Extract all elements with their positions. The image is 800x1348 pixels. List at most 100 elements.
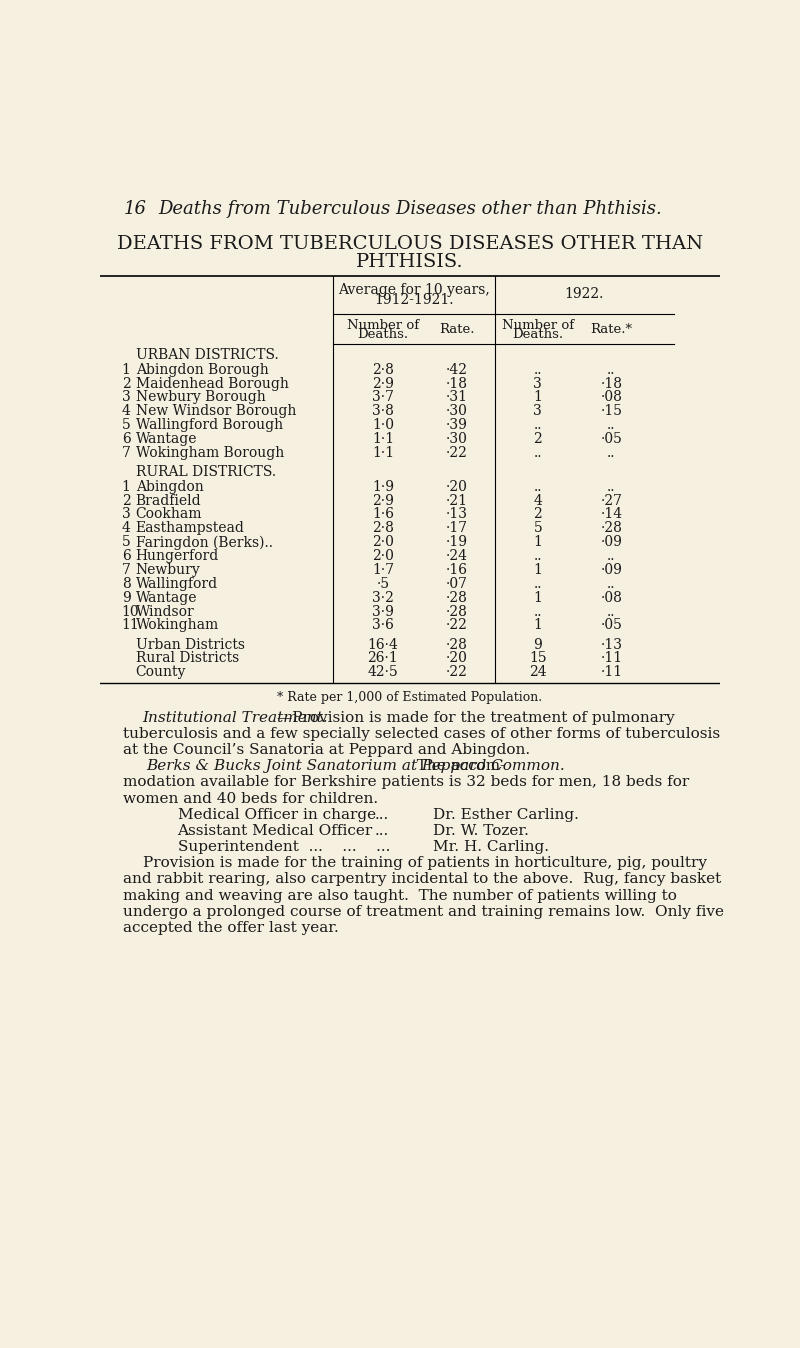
Text: ·15: ·15 — [601, 404, 622, 418]
Text: Average for 10 years,: Average for 10 years, — [338, 283, 490, 297]
Text: ·19: ·19 — [446, 535, 467, 549]
Text: ..: .. — [607, 418, 616, 433]
Text: Deaths from Tuberculous Diseases other than Phthisis.: Deaths from Tuberculous Diseases other t… — [158, 201, 662, 218]
Text: 1: 1 — [534, 619, 542, 632]
Text: ·09: ·09 — [601, 535, 622, 549]
Text: ·30: ·30 — [446, 431, 467, 446]
Text: 2·0: 2·0 — [372, 549, 394, 563]
Text: 24: 24 — [529, 666, 546, 679]
Text: The accom-: The accom- — [407, 759, 505, 774]
Text: ·28: ·28 — [601, 522, 622, 535]
Text: 1912-1921.: 1912-1921. — [374, 293, 454, 306]
Text: 4: 4 — [122, 404, 130, 418]
Text: ·27: ·27 — [601, 493, 622, 508]
Text: ..: .. — [534, 446, 542, 460]
Text: 2·8: 2·8 — [372, 363, 394, 376]
Text: 6: 6 — [122, 431, 130, 446]
Text: ·14: ·14 — [601, 507, 622, 522]
Text: 8: 8 — [122, 577, 130, 590]
Text: ·13: ·13 — [601, 638, 622, 651]
Text: Cookham: Cookham — [136, 507, 202, 522]
Text: * Rate per 1,000 of Estimated Population.: * Rate per 1,000 of Estimated Population… — [278, 690, 542, 704]
Text: 3·7: 3·7 — [372, 391, 394, 404]
Text: 9: 9 — [534, 638, 542, 651]
Text: and rabbit rearing, also carpentry incidental to the above.  Rug, fancy basket: and rabbit rearing, also carpentry incid… — [123, 872, 722, 887]
Text: 2: 2 — [122, 376, 130, 391]
Text: Mr. H. Carling.: Mr. H. Carling. — [434, 840, 550, 855]
Text: —Provision is made for the treatment of pulmonary: —Provision is made for the treatment of … — [278, 710, 675, 725]
Text: 1922.: 1922. — [565, 287, 604, 301]
Text: 1: 1 — [122, 480, 130, 493]
Text: 3·9: 3·9 — [372, 604, 394, 619]
Text: 15: 15 — [529, 651, 546, 666]
Text: ..: .. — [534, 604, 542, 619]
Text: 2·8: 2·8 — [372, 522, 394, 535]
Text: Abingdon Borough: Abingdon Borough — [136, 363, 268, 376]
Text: at the Council’s Sanatoria at Peppard and Abingdon.: at the Council’s Sanatoria at Peppard an… — [123, 743, 530, 758]
Text: ·08: ·08 — [601, 391, 622, 404]
Text: 3: 3 — [534, 404, 542, 418]
Text: tuberculosis and a few specially selected cases of other forms of tuberculosis: tuberculosis and a few specially selecte… — [123, 727, 720, 741]
Text: Number of: Number of — [502, 319, 574, 332]
Text: ·05: ·05 — [601, 619, 622, 632]
Text: Institutional Treatment.: Institutional Treatment. — [142, 710, 328, 725]
Text: 5: 5 — [122, 418, 130, 433]
Text: Abingdon: Abingdon — [136, 480, 203, 493]
Text: 16·4: 16·4 — [367, 638, 398, 651]
Text: 5: 5 — [534, 522, 542, 535]
Text: Wallingford Borough: Wallingford Borough — [136, 418, 282, 433]
Text: 7: 7 — [122, 563, 130, 577]
Text: ·16: ·16 — [446, 563, 467, 577]
Text: ..: .. — [607, 446, 616, 460]
Text: ·13: ·13 — [446, 507, 467, 522]
Text: 2·9: 2·9 — [372, 376, 394, 391]
Text: Urban Districts: Urban Districts — [136, 638, 245, 651]
Text: 1: 1 — [534, 563, 542, 577]
Text: ·18: ·18 — [446, 376, 467, 391]
Text: 4: 4 — [534, 493, 542, 508]
Text: Hungerford: Hungerford — [136, 549, 219, 563]
Text: ·18: ·18 — [601, 376, 622, 391]
Text: Deaths.: Deaths. — [512, 328, 563, 341]
Text: 1·1: 1·1 — [372, 446, 394, 460]
Text: 1: 1 — [122, 363, 130, 376]
Text: 4: 4 — [122, 522, 130, 535]
Text: Berks & Bucks Joint Sanatorium at Peppard Common.: Berks & Bucks Joint Sanatorium at Peppar… — [146, 759, 566, 774]
Text: ·24: ·24 — [446, 549, 467, 563]
Text: Wokingham Borough: Wokingham Borough — [136, 446, 284, 460]
Text: ·22: ·22 — [446, 666, 467, 679]
Text: ·20: ·20 — [446, 651, 467, 666]
Text: ·09: ·09 — [601, 563, 622, 577]
Text: 5: 5 — [122, 535, 130, 549]
Text: ·39: ·39 — [446, 418, 467, 433]
Text: Number of: Number of — [347, 319, 419, 332]
Text: Rate.*: Rate.* — [590, 324, 633, 337]
Text: ·22: ·22 — [446, 446, 467, 460]
Text: making and weaving are also taught.  The number of patients willing to: making and weaving are also taught. The … — [123, 888, 677, 903]
Text: ..: .. — [607, 363, 616, 376]
Text: Dr. W. Tozer.: Dr. W. Tozer. — [434, 824, 529, 838]
Text: ·07: ·07 — [446, 577, 467, 590]
Text: ·28: ·28 — [446, 590, 467, 605]
Text: ..: .. — [534, 549, 542, 563]
Text: URBAN DISTRICTS.: URBAN DISTRICTS. — [136, 348, 278, 363]
Text: Deaths.: Deaths. — [358, 328, 409, 341]
Text: 3: 3 — [122, 507, 130, 522]
Text: ·22: ·22 — [446, 619, 467, 632]
Text: ..: .. — [607, 604, 616, 619]
Text: ·11: ·11 — [601, 666, 622, 679]
Text: Windsor: Windsor — [136, 604, 194, 619]
Text: 3·6: 3·6 — [372, 619, 394, 632]
Text: ·42: ·42 — [446, 363, 467, 376]
Text: ·05: ·05 — [601, 431, 622, 446]
Text: ·28: ·28 — [446, 604, 467, 619]
Text: undergo a prolonged course of treatment and training remains low.  Only five: undergo a prolonged course of treatment … — [123, 905, 724, 919]
Text: ..: .. — [607, 549, 616, 563]
Text: DEATHS FROM TUBERCULOUS DISEASES OTHER THAN: DEATHS FROM TUBERCULOUS DISEASES OTHER T… — [117, 235, 703, 253]
Text: ·11: ·11 — [601, 651, 622, 666]
Text: 3: 3 — [122, 391, 130, 404]
Text: 26·1: 26·1 — [367, 651, 398, 666]
Text: ·21: ·21 — [446, 493, 467, 508]
Text: ..: .. — [534, 418, 542, 433]
Text: 42·5: 42·5 — [367, 666, 398, 679]
